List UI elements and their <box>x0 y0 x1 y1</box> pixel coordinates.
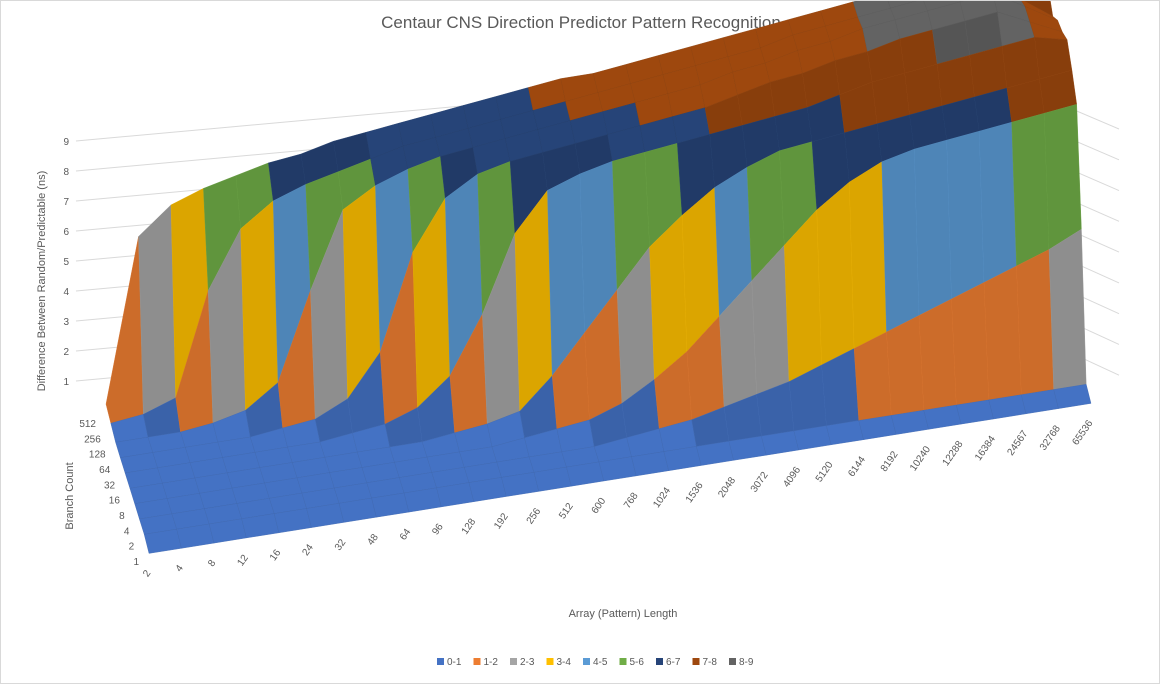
legend-swatch <box>546 658 554 665</box>
legend-swatch <box>619 658 627 665</box>
legend-swatch <box>510 658 517 665</box>
surface-cell <box>918 298 957 411</box>
legend-entry: 6-7 <box>666 657 681 668</box>
x-tick-label: 64 <box>398 527 414 543</box>
legend-entry: 5-6 <box>630 657 645 668</box>
z-tick-label: 1 <box>63 377 69 388</box>
surface-cell <box>871 72 910 125</box>
y-axis-ticks: 1 2 4 8 16 32 64 128 256 512 <box>79 419 139 568</box>
z-tick-label: 2 <box>63 347 69 358</box>
x-tick-label: 1024 <box>651 485 673 510</box>
y-tick-label: 256 <box>84 434 101 445</box>
legend-entry: 1-2 <box>484 657 499 668</box>
legend-swatch <box>692 658 700 665</box>
x-tick-label: 600 <box>590 496 609 516</box>
x-tick-label: 16 <box>268 547 284 563</box>
x-tick-label: 4 <box>174 563 186 574</box>
surface-plot <box>105 1 1092 554</box>
x-axis-title: Array (Pattern) Length <box>569 608 678 620</box>
y-tick-label: 512 <box>79 419 96 430</box>
y-tick-label: 8 <box>119 511 125 522</box>
surface-cell <box>849 161 887 349</box>
x-tick-label: 24567 <box>1005 428 1030 457</box>
x-tick-label: 256 <box>525 506 544 526</box>
surface-cell <box>951 282 990 406</box>
y-tick-label: 4 <box>124 526 130 537</box>
x-tick-label: 3072 <box>749 470 771 495</box>
x-tick-label: 4096 <box>781 465 803 490</box>
legend-entry: 8-9 <box>739 657 754 668</box>
surface-cell <box>936 54 975 107</box>
surface-cell <box>978 121 1017 283</box>
z-tick-label: 3 <box>63 317 69 328</box>
x-tick-label: 192 <box>492 511 511 531</box>
x-tick-label: 8 <box>206 558 218 569</box>
surface-cell <box>1043 104 1082 250</box>
x-tick-label: 512 <box>557 501 576 521</box>
y-tick-label: 32 <box>104 480 116 491</box>
x-tick-label: 32768 <box>1038 423 1063 452</box>
x-tick-label: 10240 <box>908 444 933 473</box>
z-tick-label: 6 <box>63 227 69 238</box>
x-tick-label: 96 <box>430 521 446 537</box>
surface-cell <box>946 130 985 300</box>
x-tick-label: 2 <box>141 568 153 579</box>
x-tick-label: 5120 <box>814 459 836 484</box>
x-tick-label: 32 <box>333 537 349 553</box>
x-tick-label: 768 <box>622 490 641 510</box>
x-tick-label: 12288 <box>941 439 966 468</box>
surface-cell <box>1001 37 1040 89</box>
y-axis-title: Branch Count <box>64 462 76 529</box>
z-axis-ticks: 1 2 3 4 5 6 7 8 9 <box>63 137 69 388</box>
chart-title: Centaur CNS Direction Predictor Pattern … <box>381 13 781 32</box>
surface-cell <box>914 139 952 316</box>
legend-entry: 2-3 <box>520 657 535 668</box>
z-tick-label: 9 <box>63 137 69 148</box>
y-tick-label: 2 <box>129 542 135 553</box>
surface-cell <box>886 315 925 416</box>
y-tick-label: 64 <box>99 465 111 476</box>
x-tick-label: 24 <box>300 542 316 558</box>
z-tick-label: 4 <box>63 287 69 298</box>
surface-cell <box>881 148 920 333</box>
legend-swatch <box>583 658 590 665</box>
legend-swatch <box>437 658 444 665</box>
legend-swatch <box>656 658 663 665</box>
legend-entry: 3-4 <box>557 657 572 668</box>
x-tick-label: 16384 <box>973 434 998 463</box>
x-tick-label: 6144 <box>846 454 868 479</box>
surface-cell <box>1016 249 1054 395</box>
legend-swatch <box>473 658 481 665</box>
x-tick-label: 12 <box>235 553 251 569</box>
x-tick-label: 1536 <box>684 480 706 505</box>
z-tick-label: 5 <box>63 257 69 268</box>
surface-cell <box>983 265 1022 401</box>
x-tick-label: 128 <box>460 516 479 536</box>
legend-entry: 7-8 <box>703 657 718 668</box>
y-tick-label: 16 <box>109 496 121 507</box>
y-tick-label: 1 <box>133 557 139 568</box>
x-tick-label: 2048 <box>716 475 738 500</box>
z-tick-label: 7 <box>63 197 69 208</box>
surface-cell <box>105 236 144 424</box>
surface-cell <box>1011 113 1050 267</box>
legend-entry: 0-1 <box>447 657 462 668</box>
surface-cell <box>816 181 855 366</box>
x-tick-label: 65536 <box>1070 418 1095 447</box>
z-tick-label: 8 <box>63 167 69 178</box>
legend: 0-1 1-2 2-3 3-4 4-5 5-6 6-7 7-8 8-9 <box>437 657 754 668</box>
surface-cell <box>240 200 279 411</box>
surface-cell <box>1048 228 1087 390</box>
legend-swatch <box>729 658 736 665</box>
legend-entry: 4-5 <box>593 657 608 668</box>
surface-cell <box>1053 384 1092 409</box>
x-tick-label: 48 <box>365 532 381 548</box>
surface-cell <box>138 204 176 415</box>
x-tick-label: 8192 <box>879 449 901 474</box>
y-tick-label: 128 <box>89 450 106 461</box>
z-axis-title: Difference Between Random/Predictable (n… <box>36 171 48 392</box>
